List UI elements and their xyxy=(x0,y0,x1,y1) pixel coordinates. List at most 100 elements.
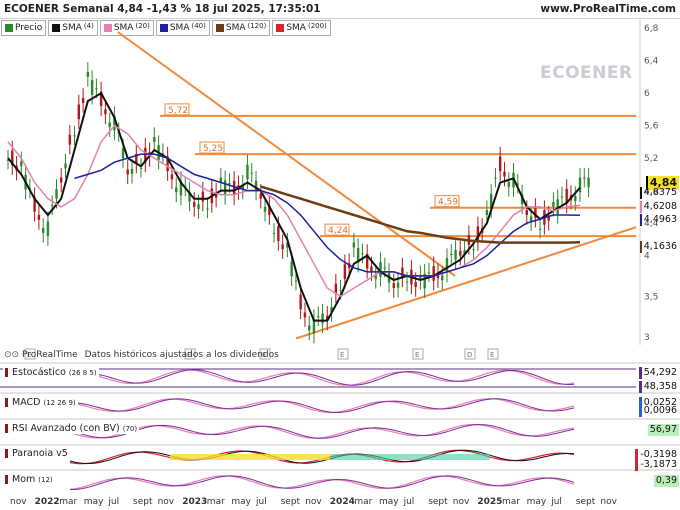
legend-item-3[interactable]: SMA (40) xyxy=(155,20,210,36)
candle-body xyxy=(144,147,147,163)
legend-item-4[interactable]: SMA (120) xyxy=(211,20,271,36)
x-tick-label: sept xyxy=(575,497,596,507)
legend-item-5[interactable]: SMA (200) xyxy=(272,20,331,36)
candle-body xyxy=(498,156,502,172)
candle-body xyxy=(290,261,293,277)
mom-value: 0,39 xyxy=(653,475,679,487)
indicator-line xyxy=(69,369,575,386)
candle-body xyxy=(223,180,227,195)
candle-body xyxy=(560,196,564,198)
level-label: 5,72 xyxy=(168,106,188,116)
candle-body xyxy=(104,109,107,115)
candle-body xyxy=(113,115,116,131)
candle-body xyxy=(463,250,466,256)
legend-item-2[interactable]: SMA (20) xyxy=(99,20,154,36)
candle-body xyxy=(379,262,382,277)
candle-body xyxy=(60,177,63,183)
legend-swatch xyxy=(215,24,224,32)
candle-body xyxy=(108,122,111,128)
mom-label[interactable]: Mom (12) xyxy=(3,474,55,485)
candle-body xyxy=(139,167,143,169)
candle-body xyxy=(308,325,311,331)
candle-body xyxy=(219,177,223,183)
candle-body xyxy=(294,280,298,282)
candle-body xyxy=(73,135,76,137)
candle-body xyxy=(277,226,280,241)
candle-body xyxy=(20,161,23,167)
price-tag-sma120: 4,1636 xyxy=(639,241,679,253)
candle-body xyxy=(556,199,559,214)
indicator-line xyxy=(69,449,575,465)
candle-body xyxy=(547,215,550,221)
candle-body xyxy=(37,215,41,220)
legend-label: SMA xyxy=(225,23,246,33)
y-tick-label: 6 xyxy=(644,89,650,99)
x-tick-label: nov xyxy=(452,497,470,507)
legend-swatch xyxy=(276,24,285,32)
candle-body xyxy=(370,266,373,272)
candle-body xyxy=(361,253,364,255)
candle-body xyxy=(423,273,426,289)
site-url[interactable]: www.ProRealTime.com xyxy=(540,3,676,15)
legend-swatch xyxy=(52,24,61,32)
candle-body xyxy=(130,168,134,174)
paranoia-band xyxy=(170,454,330,460)
candle-body xyxy=(184,186,187,188)
candle-body xyxy=(188,191,191,202)
candle-body xyxy=(392,283,395,289)
candle-body xyxy=(214,192,218,198)
candle-body xyxy=(454,249,457,260)
candle-body xyxy=(347,263,351,269)
level-label-box xyxy=(199,141,225,154)
candle-body xyxy=(228,183,231,185)
candle-body xyxy=(480,228,484,233)
candle-body xyxy=(237,185,240,191)
candle-body xyxy=(42,228,45,233)
stoch-label[interactable]: Estocástico (26 8 5) xyxy=(3,367,99,378)
candle-body xyxy=(99,91,103,107)
level-label: 4,24 xyxy=(328,226,348,236)
legend-sup: (20) xyxy=(135,22,150,30)
footnote-text: Datos históricos ajustados a los dividen… xyxy=(84,350,279,360)
footnote: ⊙⊙ ProRealTime Datos históricos ajustado… xyxy=(4,350,279,360)
candle-body xyxy=(459,250,462,256)
x-axis: nov 2022 mar may jul sept nov 2023 mar may jul sept… xyxy=(0,496,640,510)
descending-trendline xyxy=(117,31,456,277)
x-tick-label: mar xyxy=(354,497,373,507)
candle-body xyxy=(520,194,524,205)
legend-swatch xyxy=(159,24,168,32)
level-label: 4,59 xyxy=(438,198,458,208)
level-label-box xyxy=(324,223,350,236)
x-tick-label: 2022 xyxy=(34,497,60,507)
candle-body xyxy=(33,197,36,212)
paranoia-label[interactable]: Paranoia v5 xyxy=(3,448,70,459)
candle-body xyxy=(538,228,542,230)
candle-body xyxy=(583,177,586,179)
candle-body xyxy=(24,174,27,190)
candle-body xyxy=(268,205,271,215)
candle-body xyxy=(574,196,577,201)
y-tick-label: 5,6 xyxy=(644,122,659,132)
x-tick-label: may xyxy=(231,497,251,507)
event-marker xyxy=(337,348,349,360)
candle-body xyxy=(334,283,338,294)
rsi-value: 56,97 xyxy=(647,424,679,436)
candle-body xyxy=(365,254,369,269)
x-tick-label: jul xyxy=(551,497,562,507)
candle-body xyxy=(414,282,417,288)
candle-body xyxy=(246,164,249,180)
x-tick-label: sept xyxy=(428,497,448,507)
candle-body xyxy=(206,208,209,210)
legend-item-1[interactable]: SMA (4) xyxy=(48,20,98,36)
candle-body xyxy=(507,181,510,187)
candle-body xyxy=(467,235,471,245)
event-marker xyxy=(412,348,424,360)
price-tag-sma20: 4,6208 xyxy=(639,201,679,213)
candle-body xyxy=(46,221,50,237)
rsi-label[interactable]: RSI Avanzado (con BV) (70) xyxy=(3,423,140,434)
candle-body xyxy=(432,266,435,281)
x-tick-label: nov xyxy=(157,497,175,507)
candle-body xyxy=(232,180,236,196)
legend-item-0[interactable]: Precio xyxy=(1,20,47,36)
macd-label[interactable]: MACD (12 26 9) xyxy=(3,397,78,408)
